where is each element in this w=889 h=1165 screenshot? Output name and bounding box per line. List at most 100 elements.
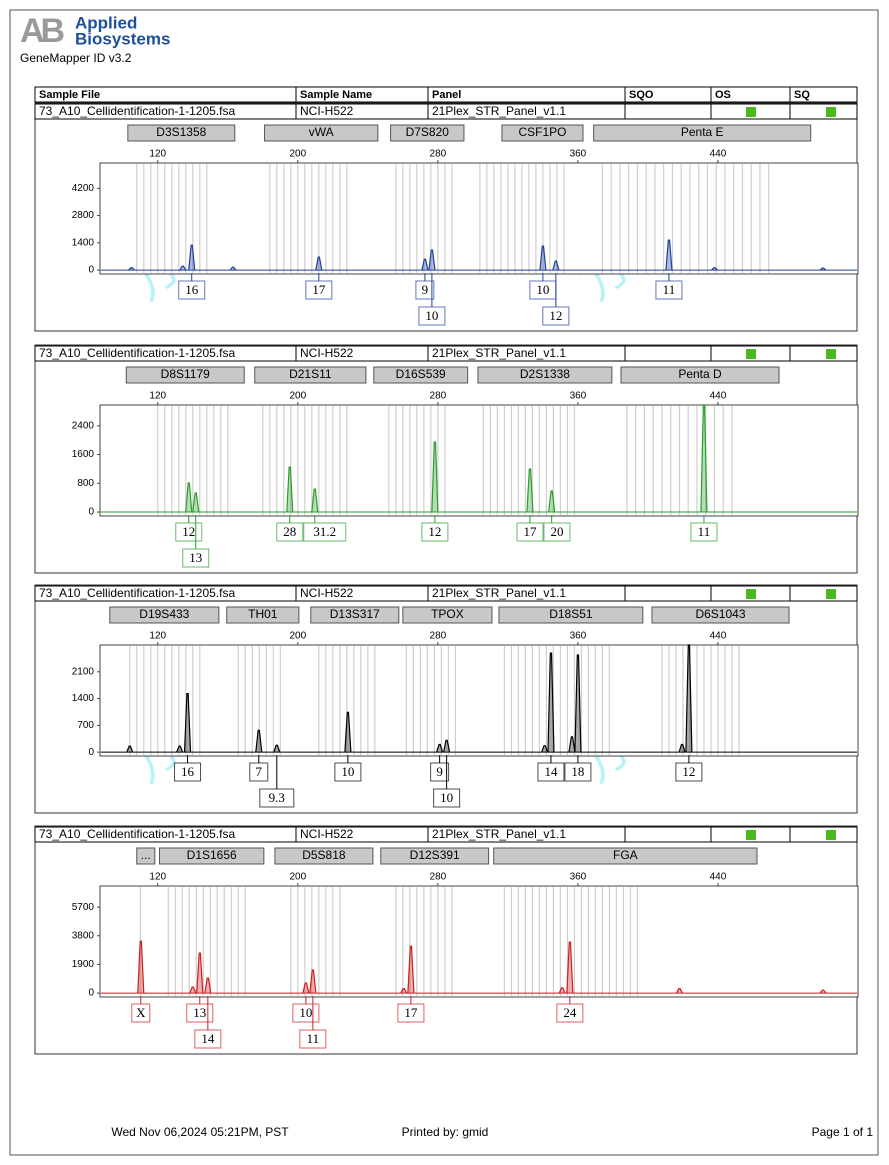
- status-indicator: [826, 589, 836, 599]
- marker-name: D7S820: [406, 125, 450, 139]
- y-tick-label: 1600: [72, 449, 95, 460]
- marker-name: Penta D: [678, 367, 722, 381]
- column-header: SQO: [629, 89, 654, 101]
- allele-label-box: [397, 1003, 425, 1023]
- allele-label-box: [292, 1003, 320, 1023]
- peak: [436, 743, 444, 753]
- peak: [179, 265, 187, 271]
- allele-label-box: [655, 280, 683, 300]
- x-tick-label: 200: [289, 631, 306, 642]
- sample-sample-file: 73_A10_Cellidentification-1-1205.fsa: [39, 586, 235, 600]
- allele-label: 31.2: [313, 524, 336, 539]
- marker-name: D12S391: [410, 848, 460, 862]
- y-tick-label: 2800: [72, 210, 95, 221]
- allele-label-box: [174, 762, 202, 782]
- marker-range: [477, 366, 613, 384]
- allele-label-box: [194, 1029, 222, 1049]
- x-tick-label: 360: [570, 391, 587, 402]
- sample-panel: 73_A10_Cellidentification-1-1205.fsa NCI-…: [34, 584, 859, 814]
- peak: [229, 266, 237, 271]
- logo: AB: [20, 12, 65, 50]
- marker-range: [380, 847, 490, 865]
- peak: [188, 244, 196, 271]
- allele-label: 13: [189, 550, 202, 565]
- allele-label: 9.3: [269, 790, 285, 805]
- allele-label: 24: [563, 1005, 577, 1020]
- marker-name: Penta E: [681, 125, 724, 139]
- marker-range: [651, 606, 790, 624]
- peak: [526, 468, 534, 513]
- peak: [302, 982, 310, 994]
- x-tick-label: 200: [289, 872, 306, 883]
- peak: [665, 239, 673, 271]
- column-header: SQ: [794, 89, 810, 101]
- x-tick-label: 440: [710, 391, 727, 402]
- brand: Biosystems: [75, 29, 170, 48]
- allele-label: 10: [440, 790, 453, 805]
- peak: [552, 260, 560, 271]
- marker-name: D18S51: [549, 607, 593, 621]
- marker-name: TPOX: [431, 607, 464, 621]
- sample-panel: 73_A10_Cellidentification-1-1205.fsa NCI-…: [34, 344, 859, 574]
- peak: [443, 739, 451, 753]
- allele-label-box: [415, 280, 435, 300]
- allele-label-box: [675, 762, 703, 782]
- sample-panel: 21Plex_STR_Panel_v1.1: [432, 586, 566, 600]
- marker-range: [498, 606, 644, 624]
- allele-label-box: [543, 522, 571, 542]
- x-tick-label: 120: [149, 149, 166, 160]
- y-tick-label: 0: [88, 747, 94, 758]
- peak: [176, 745, 184, 753]
- allele-label: 17: [312, 282, 326, 297]
- marker-range: [226, 606, 300, 624]
- brand: Applied: [75, 13, 137, 32]
- allele-label-box: [564, 762, 592, 782]
- column-header: Sample File: [39, 89, 100, 101]
- allele-label: 17: [523, 524, 537, 539]
- allele-label-box: [276, 522, 304, 542]
- marker-range: [136, 847, 156, 865]
- peak: [568, 736, 576, 753]
- peak: [196, 952, 204, 994]
- marker-name: D5S818: [302, 848, 346, 862]
- allele-label-box: [421, 522, 449, 542]
- marker-range: [125, 366, 245, 384]
- y-tick-label: 1400: [72, 693, 95, 704]
- marker-range: [274, 847, 374, 865]
- peak: [548, 490, 556, 513]
- column-header: Sample Name: [300, 89, 372, 101]
- allele-label-box: [537, 762, 565, 782]
- sample-panel: 21Plex_STR_Panel_v1.1: [432, 827, 566, 841]
- y-tick-label: 0: [88, 265, 94, 276]
- sample-sample-name: NCI-H522: [300, 586, 354, 600]
- x-tick-label: 440: [710, 872, 727, 883]
- peak: [547, 652, 555, 753]
- status-indicator: [826, 107, 836, 117]
- footer-date: Wed Nov 06,2024 05:21PM, PST: [111, 1125, 289, 1139]
- status-indicator: [746, 830, 756, 840]
- allele-label: 16: [181, 764, 195, 779]
- allele-label-box: [334, 762, 362, 782]
- marker-range: [264, 124, 379, 142]
- marker-name: D13S317: [330, 607, 380, 621]
- allele-label: 10: [299, 1005, 312, 1020]
- marker-name: CSF1PO: [518, 125, 566, 139]
- sample-sample-file: 73_A10_Cellidentification-1-1205.fsa: [39, 827, 235, 841]
- peak: [421, 258, 429, 271]
- allele-label-box: [186, 1003, 214, 1023]
- peak: [185, 482, 193, 513]
- y-tick-label: 5700: [72, 902, 95, 913]
- marker-name: D21S11: [289, 367, 332, 381]
- peak: [126, 745, 134, 753]
- peak: [192, 492, 200, 513]
- marker-range: [402, 606, 493, 624]
- allele-label: 11: [307, 1031, 320, 1046]
- allele-label-box: [259, 788, 295, 808]
- allele-label: 9: [422, 282, 429, 297]
- allele-label: X: [136, 1005, 146, 1020]
- allele-label: 10: [341, 764, 354, 779]
- peak: [183, 693, 192, 753]
- allele-label-box: [175, 522, 203, 542]
